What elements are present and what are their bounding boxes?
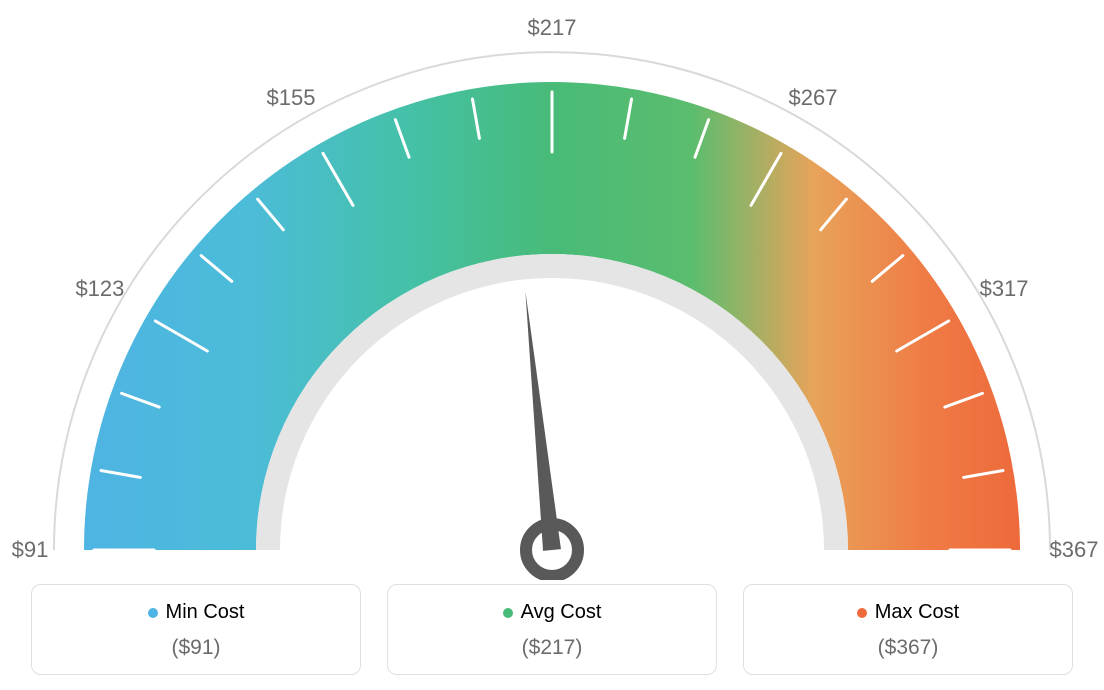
gauge-tick-label: $123 [75, 276, 124, 302]
legend-dot-max [857, 608, 867, 618]
gauge-tick-label: $367 [1050, 537, 1099, 563]
legend-dot-avg [503, 608, 513, 618]
legend-box-max: Max Cost ($367) [743, 584, 1073, 675]
gauge-svg [12, 20, 1092, 580]
gauge-tick-label: $267 [789, 85, 838, 111]
legend-label-avg: Avg Cost [521, 601, 602, 624]
gauge-tick-label: $91 [12, 537, 49, 563]
gauge-tick-label: $317 [980, 276, 1029, 302]
legend-title-min: Min Cost [148, 601, 245, 624]
legend-value-min: ($91) [42, 636, 350, 660]
legend-title-avg: Avg Cost [503, 601, 602, 624]
legend-box-min: Min Cost ($91) [31, 584, 361, 675]
legend-dot-min [148, 608, 158, 618]
legend-label-min: Min Cost [166, 601, 245, 624]
gauge-tick-label: $155 [267, 85, 316, 111]
legend-box-avg: Avg Cost ($217) [387, 584, 717, 675]
legend-row: Min Cost ($91) Avg Cost ($217) Max Cost … [0, 584, 1104, 675]
gauge-container: $91$123$155$217$267$317$367 [12, 20, 1092, 580]
legend-title-max: Max Cost [857, 601, 959, 624]
legend-value-max: ($367) [754, 636, 1062, 660]
gauge-tick-label: $217 [528, 15, 577, 41]
legend-label-max: Max Cost [875, 601, 959, 624]
legend-value-avg: ($217) [398, 636, 706, 660]
